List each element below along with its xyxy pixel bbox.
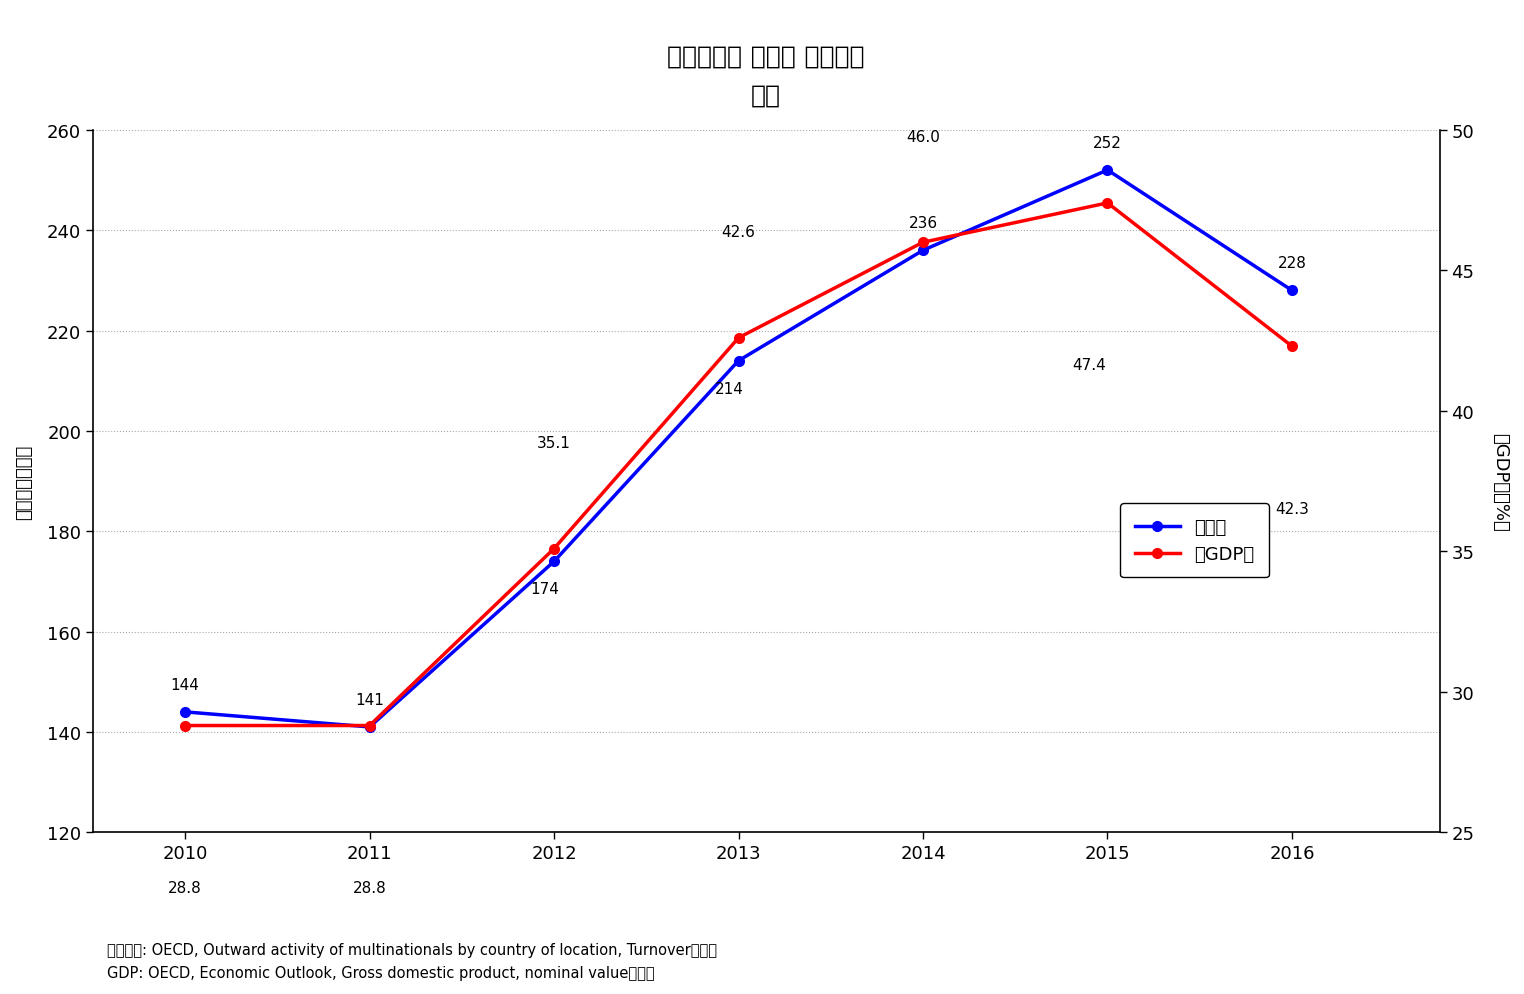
Text: 42.3: 42.3 [1276,501,1309,516]
Text: 35.1: 35.1 [536,435,572,450]
Text: GDP: OECD, Economic Outlook, Gross domestic product, nominal valueの数値: GDP: OECD, Economic Outlook, Gross domes… [107,964,654,980]
Text: 47.4: 47.4 [1073,358,1106,373]
Text: 214: 214 [715,382,744,397]
Text: 28.8: 28.8 [168,880,203,896]
Text: 174: 174 [530,581,559,596]
売上高 [914,246,933,257]
対GDP比 [361,720,379,732]
対GDP比 [546,543,564,555]
Legend: 売上高, 対GDP比: 売上高, 対GDP比 [1120,504,1269,578]
Text: 対外活動: OECD, Outward activity of multinationals by country of location, Turnoverの: 対外活動: OECD, Outward activity of multinat… [107,941,716,957]
対GDP比 [177,720,195,732]
対GDP比 [1099,198,1117,210]
Text: 46.0: 46.0 [907,130,940,145]
Text: 42.6: 42.6 [722,226,756,241]
対GDP比 [914,237,933,248]
Y-axis label: 対GDP比［%］: 対GDP比［%］ [1490,432,1509,531]
Y-axis label: 売上高［兆円］: 売上高［兆円］ [15,444,34,519]
Text: 228: 228 [1277,256,1306,271]
売上高 [730,355,748,367]
売上高 [1283,285,1301,297]
対GDP比 [1283,341,1301,353]
Title: 多国籍企業 売上高 対外活動
日本: 多国籍企業 売上高 対外活動 日本 [668,45,866,108]
Text: 236: 236 [908,216,937,231]
Line: 売上高: 売上高 [180,166,1297,732]
Text: 141: 141 [355,692,384,707]
Text: 252: 252 [1093,136,1122,151]
売上高 [1099,165,1117,177]
対GDP比 [730,332,748,344]
Text: 144: 144 [171,677,200,692]
売上高 [546,556,564,568]
売上高 [177,706,195,718]
Text: 28.8: 28.8 [352,880,387,896]
売上高 [361,722,379,734]
Line: 対GDP比: 対GDP比 [180,199,1297,731]
